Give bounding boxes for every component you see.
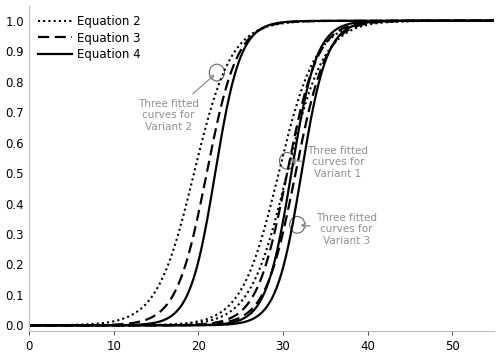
Text: Three fitted
curves for
Variant 2: Three fitted curves for Variant 2 <box>138 75 214 132</box>
Legend: Equation 2, Equation 3, Equation 4: Equation 2, Equation 3, Equation 4 <box>35 11 144 65</box>
Text: Three fitted
curves for
Variant 3: Three fitted curves for Variant 3 <box>302 213 377 246</box>
Text: Three fitted
curves for
Variant 1: Three fitted curves for Variant 1 <box>292 146 368 179</box>
